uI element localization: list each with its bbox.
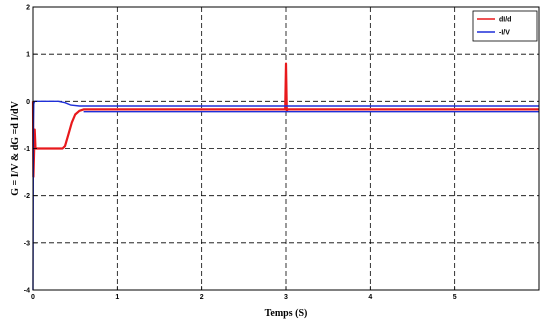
y-tick-label: -4 [24,288,30,295]
y-tick-label: -3 [24,240,30,247]
series-line--i-v [32,100,539,291]
x-tick-label: 4 [368,294,372,301]
x-tick-label: 0 [31,294,35,301]
x-axis-label: Temps (S) [265,308,308,319]
y-tick-label: 1 [26,52,30,59]
y-tick-label: -2 [24,193,30,200]
y-tick-label: 2 [26,5,30,12]
legend-box [472,10,538,42]
y-tick-label: 0 [26,99,30,106]
x-tick-label: 5 [453,294,457,301]
legend: dI/d -I/V [472,10,538,42]
legend-label: dI/d [499,17,511,24]
x-tick-label: 2 [200,294,204,301]
y-axis-label: G = I/V & dG =d I/dV [10,100,21,195]
x-tick-label: 3 [284,294,288,301]
y-tick-label: -1 [24,146,30,153]
x-tick-label: 1 [115,294,119,301]
grid [33,7,539,290]
ticks: 0 1 2 3 4 5 2 1 0 -1 -2 -3 -4 [24,5,457,302]
legend-label: -I/V [499,30,510,37]
